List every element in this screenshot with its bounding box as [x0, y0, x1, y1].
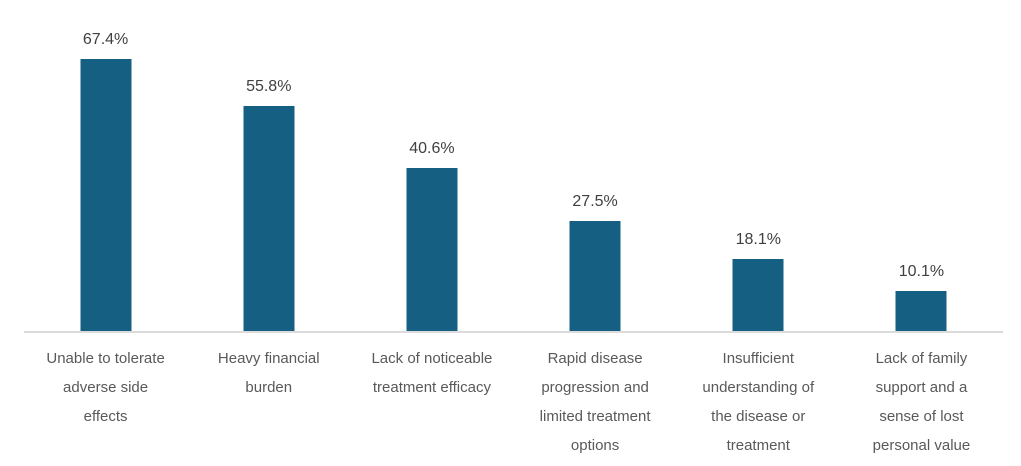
bar-value-label: 67.4% [82, 31, 129, 48]
bar-value-label: 40.6% [409, 140, 455, 157]
bar-value-label: 10.1% [898, 263, 945, 280]
bar [732, 259, 784, 332]
category-label: Lack of noticeable treatment efficacy [371, 350, 493, 396]
bar [569, 221, 621, 332]
bar-value-label: 55.8% [246, 78, 292, 95]
category-label: Heavy financial burden [217, 350, 320, 396]
bar-column: 67.4% [24, 0, 187, 332]
bar [243, 106, 295, 332]
category-label: Rapid disease progression and limited tr… [539, 350, 651, 454]
bar-column: 10.1% [840, 0, 1003, 332]
category-label: Insufficient understanding of the diseas… [702, 350, 815, 454]
bar-value-label: 27.5% [572, 193, 618, 210]
bar-column: 55.8% [187, 0, 350, 332]
plot-area: 67.4% 55.8% 40.6% 27.5% 18.1% 10.1% [24, 0, 1003, 332]
x-axis-category-labels: Unable to tolerate adverse side effects … [24, 344, 1003, 460]
bar [895, 291, 947, 332]
bar-value-label: 18.1% [735, 231, 781, 248]
bar [406, 168, 458, 332]
bar-column: 40.6% [350, 0, 513, 332]
category-label: Unable to tolerate adverse side effects [46, 350, 165, 425]
bar-column: 18.1% [677, 0, 840, 332]
x-axis-line [24, 331, 1003, 333]
bar-column: 27.5% [514, 0, 677, 332]
category-label: Lack of family support and a sense of lo… [872, 350, 971, 454]
bar [80, 59, 132, 332]
